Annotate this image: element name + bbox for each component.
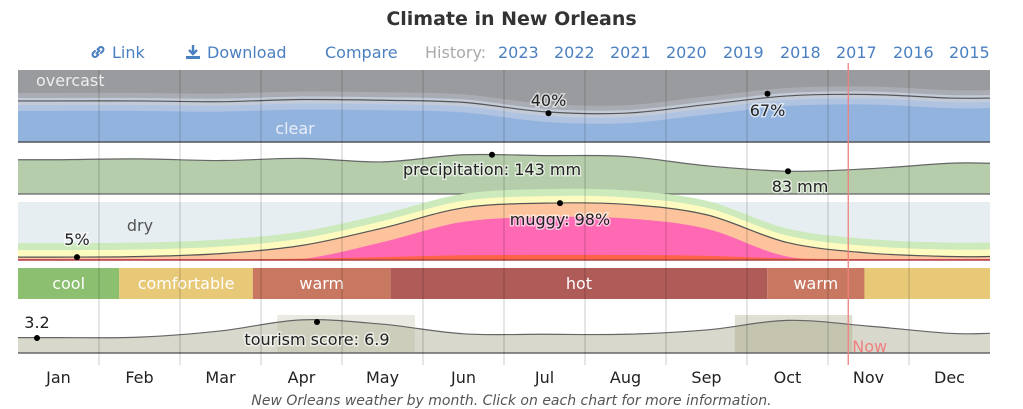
month-label-may: May bbox=[366, 368, 399, 387]
month-label-sep: Sep bbox=[691, 368, 721, 387]
humidity-min-marker bbox=[74, 254, 80, 261]
download-icon bbox=[186, 45, 200, 59]
temperature-label-warm: warm bbox=[299, 274, 344, 293]
history-year-2017[interactable]: 2017 bbox=[836, 43, 877, 62]
link-button[interactable]: Link bbox=[90, 43, 145, 62]
temperature-label-warm: warm bbox=[793, 274, 838, 293]
humidity-band-4 bbox=[18, 254, 990, 260]
clear-percent-line bbox=[17, 93, 991, 115]
month-label-feb: Feb bbox=[125, 368, 153, 387]
month-label-aug: Aug bbox=[610, 368, 641, 387]
precipitation-area bbox=[18, 154, 990, 194]
month-label-apr: Apr bbox=[288, 368, 316, 387]
tourism-best-period-fall bbox=[734, 315, 853, 353]
history-year-2019[interactable]: 2019 bbox=[723, 43, 764, 62]
month-label-jun: Jun bbox=[450, 368, 476, 387]
link-label: Link bbox=[112, 43, 145, 62]
clouds-min-marker bbox=[545, 110, 552, 117]
tourism-line bbox=[17, 319, 991, 339]
muggy-line bbox=[17, 202, 991, 258]
temperature-label-hot: hot bbox=[566, 274, 592, 293]
now-label: Now bbox=[852, 337, 887, 356]
history-year-2022[interactable]: 2022 bbox=[554, 43, 595, 62]
temperature-band-hot bbox=[390, 268, 768, 299]
download-label: Download bbox=[207, 43, 287, 62]
temperature-label-comfortable: comfortable bbox=[138, 274, 235, 293]
temperature-band-cool bbox=[18, 268, 120, 299]
precip-min-marker bbox=[785, 168, 791, 175]
toolbar: Link Download Compare History: 2023 2022 2… bbox=[0, 43, 1023, 65]
humidity-max-marker bbox=[557, 200, 563, 207]
clouds-max-label: 67% bbox=[750, 101, 786, 120]
download-button[interactable]: Download bbox=[185, 43, 287, 62]
humidity-band-3 bbox=[18, 216, 990, 261]
tourism-area bbox=[18, 319, 990, 353]
compare-button[interactable]: Compare bbox=[325, 43, 398, 62]
tourism-min-label: 3.2 bbox=[24, 313, 49, 332]
history-year-2020[interactable]: 2020 bbox=[666, 43, 707, 62]
humidity-max-label: muggy: 98% bbox=[510, 210, 610, 229]
tourism-min-marker bbox=[34, 335, 40, 341]
clouds-min-label: 40% bbox=[531, 91, 567, 110]
month-label-jul: Jul bbox=[534, 368, 554, 387]
cloud-band-3 bbox=[18, 104, 990, 142]
month-label-nov: Nov bbox=[853, 368, 884, 387]
clouds-max-marker bbox=[764, 90, 771, 97]
month-label-oct: Oct bbox=[774, 368, 802, 387]
chart-caption: New Orleans weather by month. Click on e… bbox=[251, 393, 772, 409]
history-year-2018[interactable]: 2018 bbox=[780, 43, 821, 62]
temperature-band-segment bbox=[864, 268, 990, 299]
precipitation-line bbox=[17, 153, 991, 172]
month-label-dec: Dec bbox=[934, 368, 965, 387]
history-year-2015[interactable]: 2015 bbox=[949, 43, 990, 62]
history-year-2023[interactable]: 2023 bbox=[498, 43, 539, 62]
month-label-jan: Jan bbox=[45, 368, 71, 387]
month-label-mar: Mar bbox=[205, 368, 236, 387]
history-year-2016[interactable]: 2016 bbox=[893, 43, 934, 62]
clear-label: clear bbox=[275, 119, 315, 138]
tourism-max-marker bbox=[314, 319, 320, 325]
precip-max-label: precipitation: 143 mm bbox=[403, 160, 581, 179]
precip-max-marker bbox=[489, 151, 495, 158]
tourism-max-label: tourism score: 6.9 bbox=[244, 330, 389, 349]
page-title: Climate in New Orleans bbox=[386, 8, 637, 30]
precip-min-label: 83 mm bbox=[772, 177, 829, 196]
history-year-2021[interactable]: 2021 bbox=[610, 43, 651, 62]
temperature-band-comfortable bbox=[119, 268, 253, 299]
history-label: History: bbox=[425, 43, 487, 62]
temperature-label-cool: cool bbox=[52, 274, 85, 293]
link-icon bbox=[91, 46, 105, 58]
dry-label: dry bbox=[127, 216, 153, 235]
overcast-label: overcast bbox=[36, 71, 105, 90]
humidity-min-label: 5% bbox=[64, 230, 89, 249]
temperature-band-warm bbox=[252, 268, 391, 299]
